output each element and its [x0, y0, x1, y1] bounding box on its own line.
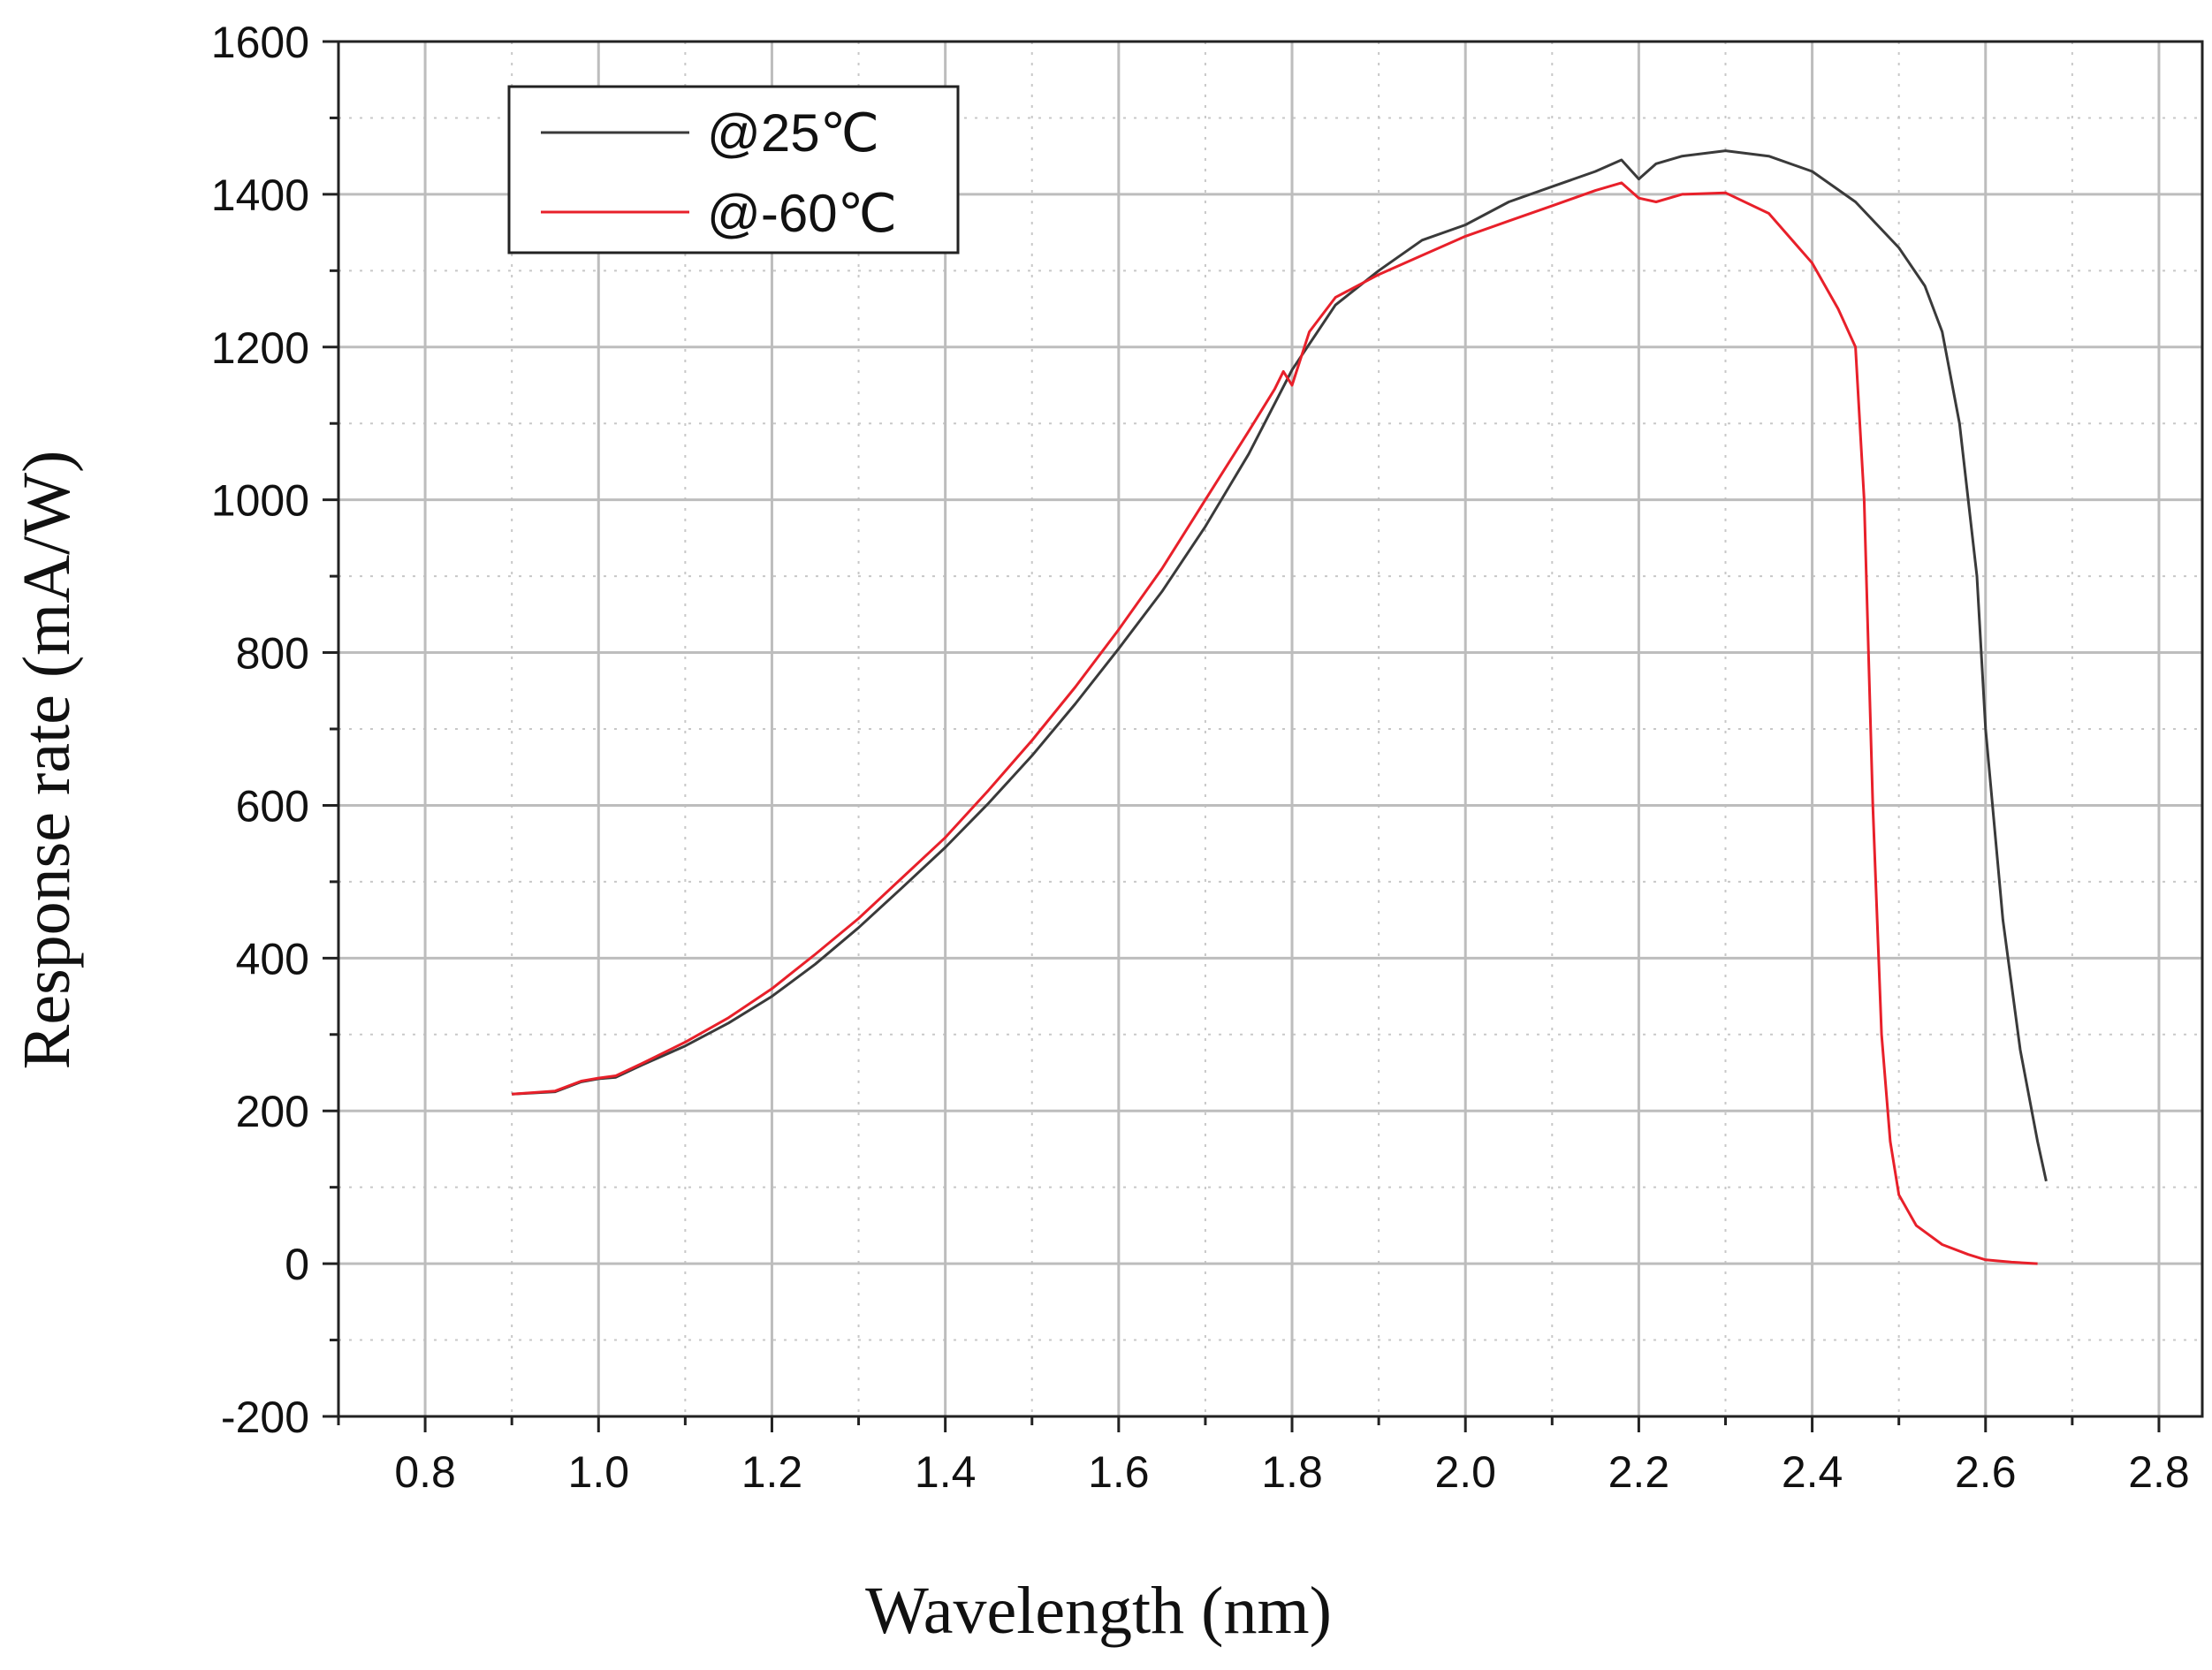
legend-box [507, 85, 960, 254]
y-tick-label: 400 [236, 934, 309, 983]
y-tick-label: 0 [285, 1240, 309, 1289]
legend: @25℃ @-60℃ [507, 85, 960, 254]
y-tick-label: 600 [236, 781, 309, 831]
legend-label-minus60c: @-60℃ [707, 184, 897, 243]
x-tick-labels: 0.8 1.0 1.2 1.4 1.6 1.8 2.0 2.2 2.4 2.6 2.8 [394, 1447, 2189, 1497]
x-tick-label: 1.8 [1261, 1447, 1323, 1497]
x-tick-label: 1.2 [741, 1447, 803, 1497]
x-tick-label: 2.4 [1782, 1447, 1843, 1497]
y-tick-label: 1200 [211, 323, 309, 373]
legend-label-25c: @25℃ [707, 103, 879, 163]
ticks [323, 40, 2161, 1432]
series-layer [512, 149, 2048, 1265]
x-tick-label: 1.6 [1088, 1447, 1150, 1497]
x-tick-label: 2.2 [1608, 1447, 1670, 1497]
x-tick-label: 2.0 [1434, 1447, 1496, 1497]
y-tick-labels: -200 0 200 400 600 800 1000 1200 1400 1600 [211, 18, 309, 1442]
y-tick-label: -200 [221, 1393, 309, 1442]
x-tick-label: 0.8 [394, 1447, 456, 1497]
y-tick-label: 200 [236, 1087, 309, 1136]
y-tick-label: 800 [236, 629, 309, 679]
grid [338, 42, 2202, 1416]
y-tick-label: 1400 [211, 171, 309, 220]
x-tick-label: 2.6 [1955, 1447, 2017, 1497]
x-axis-title: Wavelength (nm) [865, 1574, 1332, 1648]
y-axis-title: Response rate (mA/W) [10, 451, 84, 1070]
series-line-1 [512, 181, 2038, 1265]
x-tick-label: 2.8 [2128, 1447, 2190, 1497]
y-tick-label: 1600 [211, 18, 309, 67]
y-tick-label: 1000 [211, 476, 309, 526]
x-tick-label: 1.4 [915, 1447, 977, 1497]
series-line-0 [512, 149, 2048, 1182]
x-tick-label: 1.0 [568, 1447, 630, 1497]
